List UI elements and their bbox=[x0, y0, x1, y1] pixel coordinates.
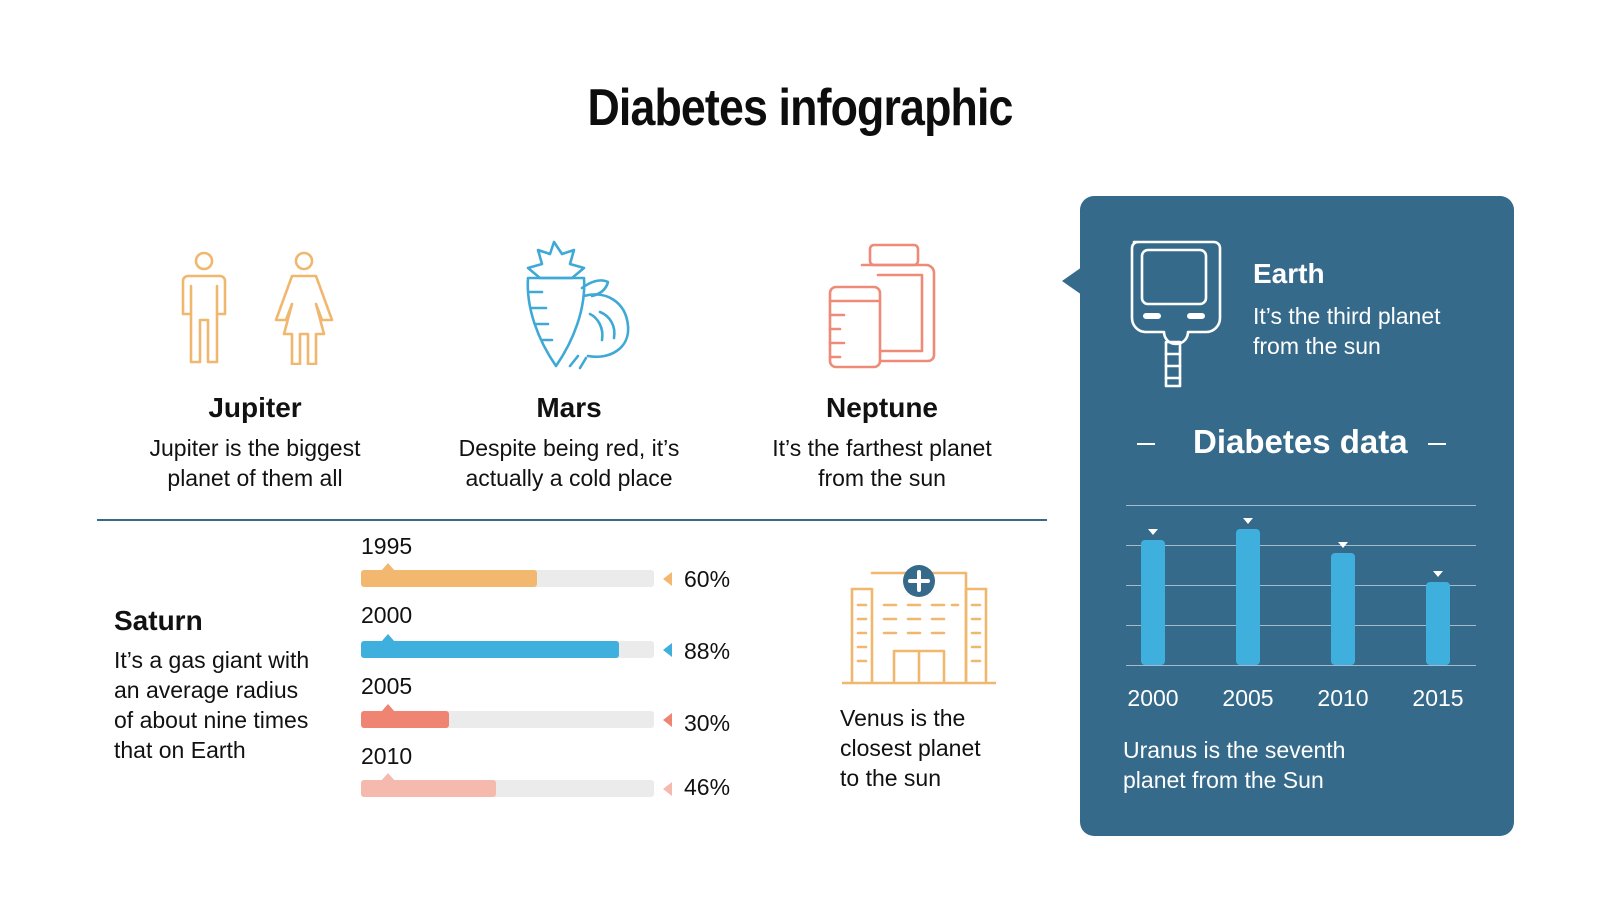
x-tick-label: 2005 bbox=[1222, 685, 1274, 711]
chart-bar bbox=[1426, 581, 1450, 665]
chart-bar bbox=[1331, 553, 1355, 665]
chart-bar bbox=[1141, 540, 1165, 665]
progress-year: 2000 bbox=[361, 602, 413, 628]
bar-chart bbox=[1126, 505, 1476, 675]
diabetes-data-panel bbox=[1080, 196, 1514, 836]
feature-title-mars: Mars bbox=[536, 392, 602, 423]
venus-desc: Venus is the closest planet to the sun bbox=[840, 705, 981, 791]
panel-pointer bbox=[1062, 267, 1082, 295]
medicine-bottles-icon bbox=[828, 243, 938, 376]
gridline bbox=[1126, 545, 1476, 546]
feature-title-neptune: Neptune bbox=[826, 392, 938, 423]
progress-year: 1995 bbox=[361, 533, 413, 559]
x-tick-label: 2000 bbox=[1127, 685, 1179, 711]
gridline bbox=[1126, 505, 1476, 506]
earth-desc: It’s the third planet from the sun bbox=[1253, 303, 1441, 359]
progress-fill bbox=[361, 563, 537, 587]
progress-percent: 88% bbox=[684, 638, 731, 664]
hospital-icon bbox=[840, 563, 998, 690]
progress-year: 2010 bbox=[361, 743, 413, 769]
page-title: Diabetes infographic bbox=[587, 79, 1013, 137]
x-tick-label: 2015 bbox=[1412, 685, 1464, 711]
title-dash-left bbox=[1137, 443, 1155, 445]
progress-track bbox=[361, 634, 654, 658]
gridline bbox=[1126, 665, 1476, 666]
saturn-title: Saturn bbox=[114, 605, 203, 636]
progress-fill bbox=[361, 704, 449, 728]
chart-marker bbox=[1338, 542, 1348, 548]
glucose-meter-icon bbox=[1126, 238, 1222, 393]
progress-track bbox=[361, 704, 654, 728]
pointer-icon bbox=[663, 782, 672, 796]
progress-year: 2005 bbox=[361, 673, 413, 699]
progress-fill bbox=[361, 773, 496, 797]
feature-desc-jupiter: Jupiter is the biggest planet of them all bbox=[149, 435, 361, 491]
pointer-icon bbox=[663, 643, 672, 657]
pointer-icon bbox=[663, 713, 672, 727]
people-icon bbox=[170, 250, 340, 370]
feature-desc-neptune: It’s the farthest planet from the sun bbox=[772, 435, 992, 491]
chart-marker bbox=[1433, 570, 1443, 577]
chart-title: Diabetes data bbox=[1193, 423, 1408, 460]
gridline bbox=[1126, 625, 1476, 626]
title-dash-right bbox=[1428, 443, 1446, 445]
vegetables-icon bbox=[520, 240, 630, 380]
pointer-icon bbox=[663, 572, 672, 586]
progress-percent: 60% bbox=[684, 566, 731, 592]
progress-fill bbox=[361, 634, 619, 658]
chart-marker bbox=[1148, 529, 1158, 536]
x-tick-label: 2010 bbox=[1317, 685, 1369, 711]
feature-title-jupiter: Jupiter bbox=[208, 392, 302, 423]
progress-track bbox=[361, 773, 654, 797]
progress-percent: 46% bbox=[684, 774, 731, 800]
chart-bar bbox=[1236, 529, 1260, 665]
chart-marker bbox=[1243, 518, 1253, 524]
uranus-desc: Uranus is the seventh planet from the Su… bbox=[1123, 737, 1346, 793]
gridline bbox=[1126, 585, 1476, 586]
progress-percent: 30% bbox=[684, 710, 731, 736]
section-divider bbox=[97, 519, 1047, 521]
earth-title: Earth bbox=[1253, 258, 1325, 289]
saturn-desc: It’s a gas giant with an average radius … bbox=[114, 647, 310, 763]
progress-track bbox=[361, 563, 654, 587]
feature-desc-mars: Despite being red, it’s actually a cold p… bbox=[458, 435, 680, 491]
